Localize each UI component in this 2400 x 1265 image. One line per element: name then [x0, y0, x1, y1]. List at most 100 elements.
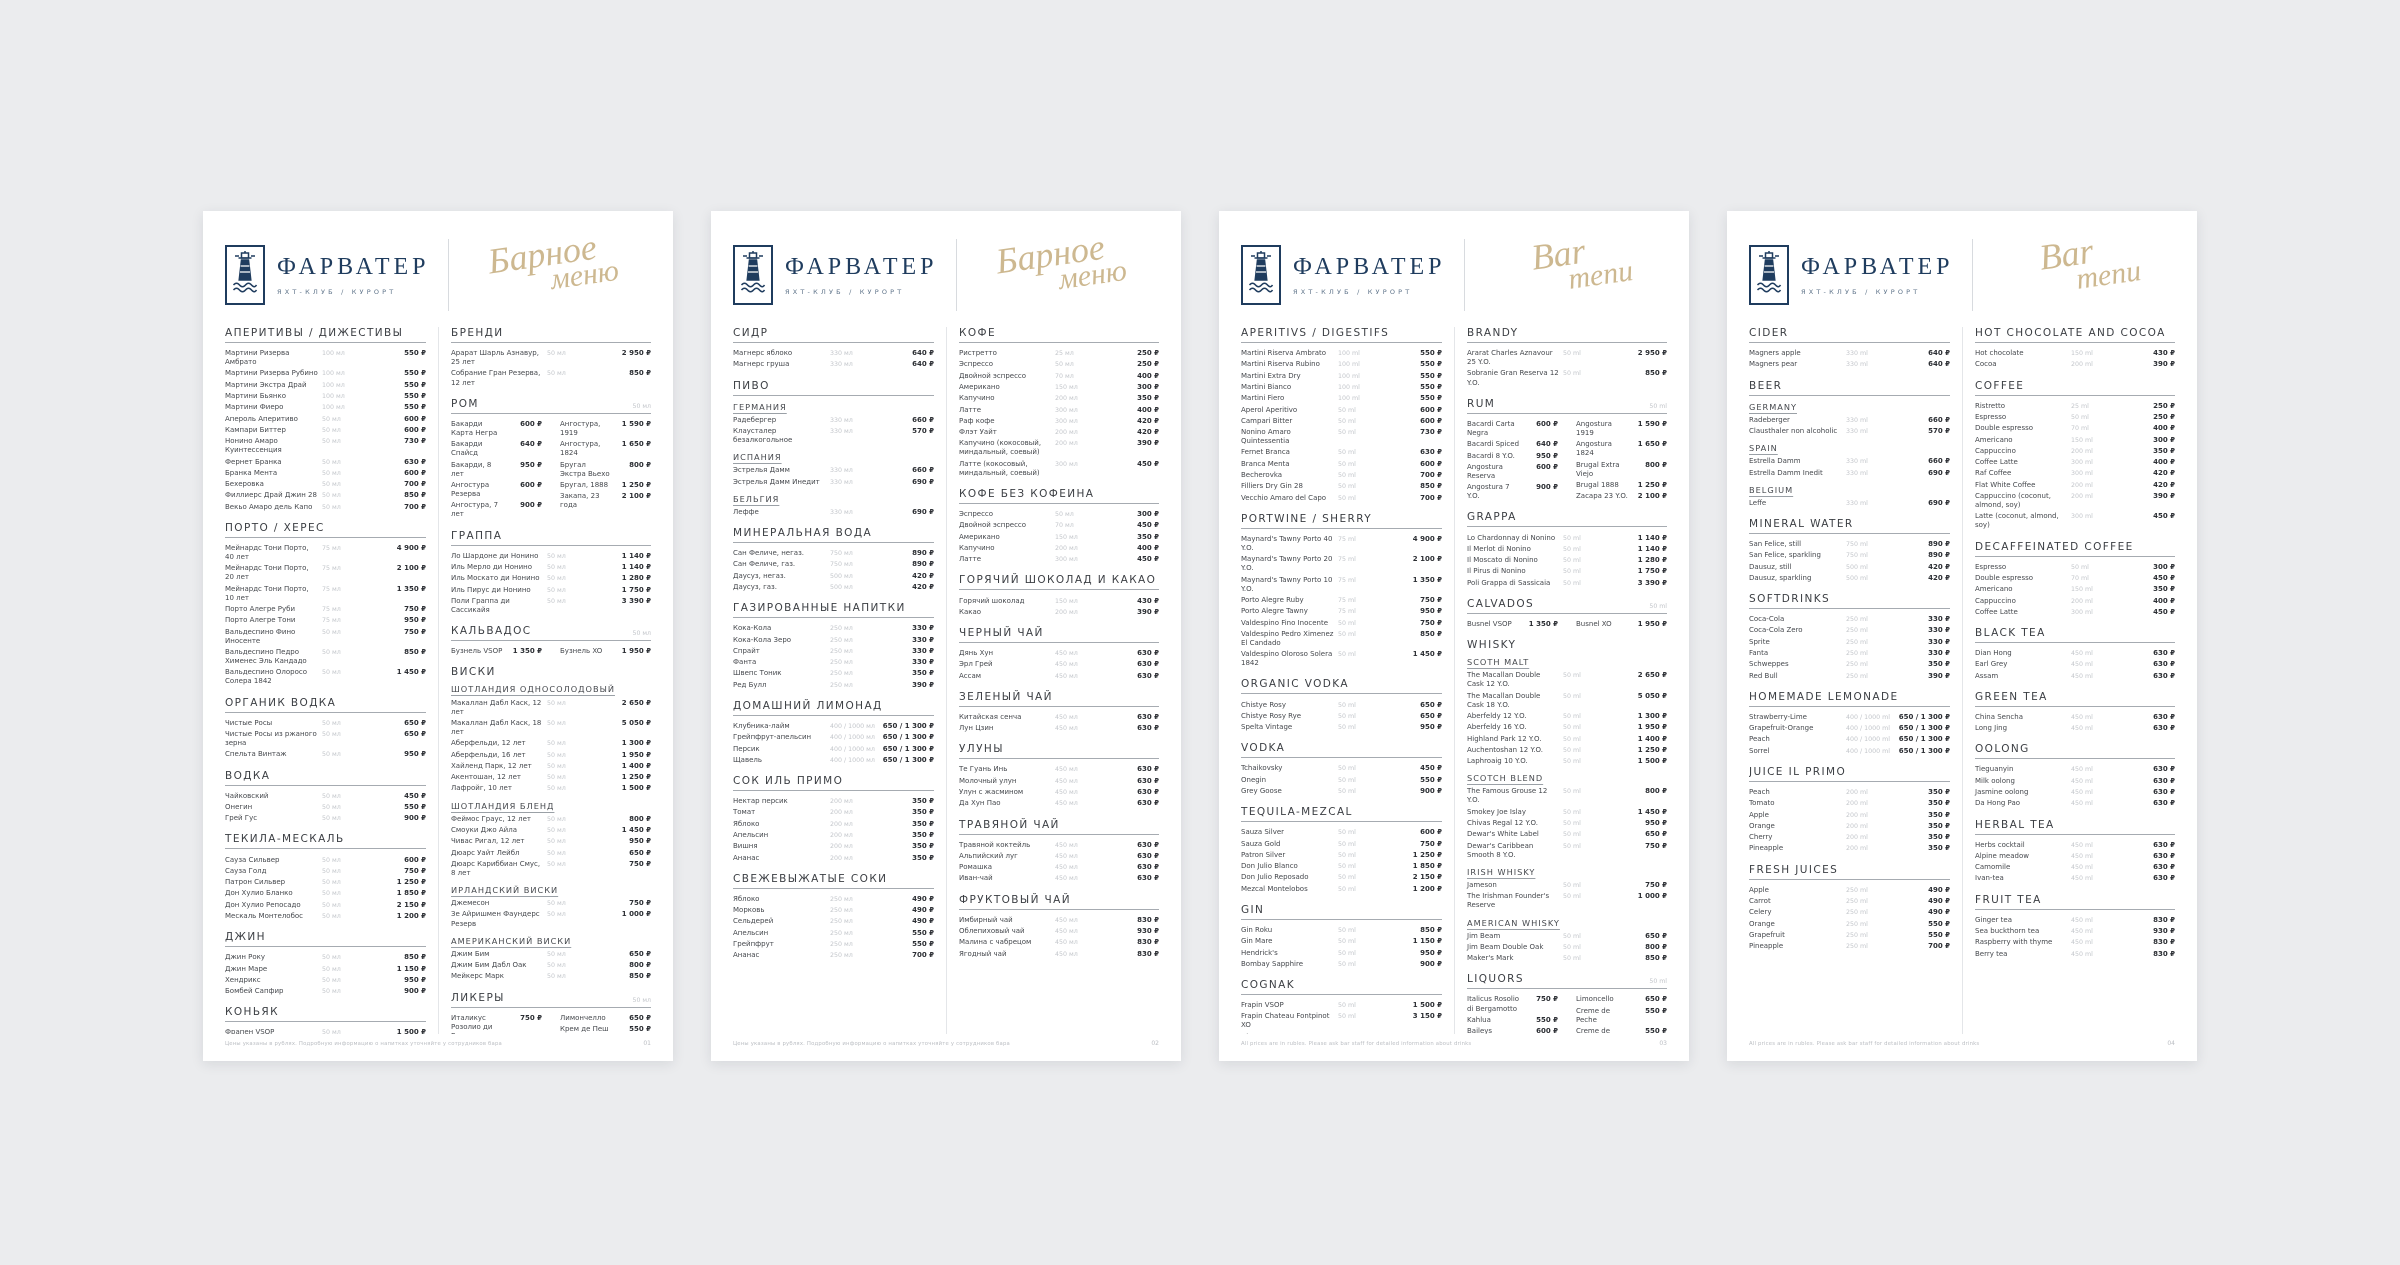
item-price: 550 ₽	[1420, 371, 1442, 380]
section-rule	[1749, 705, 1950, 707]
item-volume: 50 мл	[322, 719, 341, 727]
item-name: Martini Fiero	[1241, 394, 1285, 403]
item-price: 400 ₽	[1137, 371, 1159, 380]
item-price: 750 ₽	[1536, 995, 1558, 1004]
item-name: Long Jing	[1975, 724, 2008, 733]
item-volume: 250 ml	[1846, 931, 1868, 939]
section-title: JUICE IL PRIMO	[1749, 765, 1847, 778]
section-rule	[1749, 342, 1950, 343]
section-rule	[1467, 412, 1667, 414]
item-volume: 50 мл	[322, 988, 341, 996]
section-rule	[733, 342, 934, 343]
brand-name: ФАРВАТЕР	[1293, 254, 1446, 280]
menu-item: Фанта 250 мл 330 ₽	[733, 657, 934, 668]
page-number: 01	[643, 1040, 651, 1047]
item-name: Maker's Mark	[1467, 954, 1514, 963]
menu-section: ПОРТО / ХЕРЕС Мейнардс Тони Порто, 40 лет…	[225, 522, 426, 688]
menu-item: Ivan-tea 450 ml 630 ₽	[1975, 873, 2175, 884]
item-name: Грей Гус	[225, 814, 258, 823]
item-price: 950 ₽	[629, 837, 651, 846]
item-price: 300 ₽	[2153, 562, 2175, 571]
item-price: 550 ₽	[912, 928, 934, 937]
item-price: 550 ₽	[1420, 394, 1442, 403]
lighthouse-icon	[1756, 250, 1782, 300]
item-name: Cherry	[1749, 833, 1773, 842]
menu-item: Sobranie Gran Reserva 12 Y.O. 50 ml 850 ₽	[1467, 368, 1667, 388]
section-rule	[959, 908, 1159, 910]
item-volume: 50 мл	[547, 719, 566, 727]
menu-item: Valdespino Fino Inocente 50 ml 750 ₽	[1241, 617, 1442, 628]
item-volume: 100 ml	[1338, 395, 1360, 403]
item-price: 550 ₽	[1645, 1027, 1667, 1034]
item-name: Нонино Амаро Куинтессенция	[225, 437, 282, 455]
menu-item: Orange 200 ml 350 ₽	[1749, 821, 1950, 832]
section-header: ПИВО	[733, 380, 934, 392]
section-rule	[733, 394, 934, 396]
item-name: Фрапен VSOP	[225, 1028, 275, 1034]
item-name: Хайленд Парк, 12 лет	[451, 761, 532, 770]
item-name: Limoncello	[1576, 995, 1614, 1004]
item-price: 420 ₽	[2153, 469, 2175, 478]
item-name: Чивас Ригал, 12 лет	[451, 837, 525, 846]
item-volume: 200 мл	[830, 820, 853, 828]
item-price: 450 ₽	[2153, 607, 2175, 616]
item-price: 1 200 ₽	[1412, 884, 1442, 893]
item-name: Assam	[1975, 671, 1999, 680]
menu-item: Martini Fiero 100 ml 550 ₽	[1241, 393, 1442, 404]
menu-item: Filliers Dry Gin 28 50 ml 850 ₽	[1241, 481, 1442, 492]
section-title: ORGANIC VODKA	[1241, 678, 1349, 691]
item-price: 2 100 ₽	[396, 564, 426, 573]
menu-item: Альпийский луг 450 мл 630 ₽	[959, 851, 1159, 862]
menu-item: Grey Goose 50 ml 900 ₽	[1241, 786, 1442, 797]
item-name: Vecchio Amaro del Capo	[1241, 493, 1327, 502]
section-title: ПИВО	[733, 379, 770, 392]
section-rule	[959, 705, 1159, 707]
item-volume: 450 мл	[1055, 928, 1078, 935]
menu-item: Dewar's Caribbean Smooth 8 Y.O. 50 ml 750 …	[1467, 841, 1667, 861]
item-volume: 450 мл	[1055, 650, 1078, 658]
item-name: Чистые Росы из ржаного зерна	[225, 730, 317, 748]
item-volume: 200 мл	[830, 831, 853, 839]
section-rule	[733, 714, 934, 716]
item-price: 350 ₽	[1928, 799, 1950, 808]
item-price: 950 ₽	[1420, 607, 1442, 616]
menu-item: Maynard's Tawny Porto 20 Y.O. 75 ml 2 100 …	[1241, 554, 1442, 574]
section-rule	[225, 1021, 426, 1023]
item-price: 750 ₽	[1420, 595, 1442, 604]
script-title: Bar menu	[1462, 224, 1658, 309]
menu-item: Апельсин 200 мл 350 ₽	[733, 830, 934, 841]
item-volume: 50 мл	[322, 792, 341, 800]
menu-item: Chivas Regal 12 Y.O. 50 ml 950 ₽	[1467, 818, 1667, 829]
menu-item: Assam 450 ml 630 ₽	[1975, 671, 2175, 682]
item-price: 650 ₽	[1645, 830, 1667, 839]
item-volume: 450 мл	[1055, 950, 1078, 958]
item-name: Angostura 7 Y.O.	[1467, 483, 1510, 501]
item-price: 1 650 ₽	[1637, 440, 1667, 449]
menu-item: Bacardi 8 Y.O. 950 ₽	[1467, 450, 1558, 461]
menu-item: Ginger tea 450 ml 830 ₽	[1975, 915, 2175, 926]
header-divider	[1971, 239, 1973, 311]
item-volume: 50 ml	[1338, 406, 1356, 414]
item-name: Фанта	[733, 658, 757, 667]
section-title: RUM	[1467, 397, 1496, 410]
item-volume: 250 мл	[830, 625, 853, 633]
section-header: ГАЗИРОВАННЫЕ НАПИТКИ	[733, 602, 934, 614]
section-header: УЛУНЫ	[959, 743, 1159, 755]
item-name: Бранка Мента	[225, 468, 278, 477]
menu-item: Ангостура, 1919 1 590 ₽	[560, 419, 651, 439]
item-volume: 400 / 1000 ml	[1846, 747, 1891, 755]
item-volume: 50 мл	[322, 458, 341, 466]
item-price: 400 ₽	[1137, 543, 1159, 552]
menu-page: ФАРВАТЕР ЯХТ-КЛУБ / КУРОРТ Барное меню А…	[203, 211, 673, 1061]
section-title: ТРАВЯНОЙ ЧАЙ	[959, 818, 1060, 831]
menu-item: Капучино (кокосовый, миндальный, соевый)…	[959, 438, 1159, 458]
section-header: COGNAK	[1241, 979, 1442, 991]
item-price: 550 ₽	[1420, 775, 1442, 784]
item-price: 330 ₽	[912, 635, 934, 644]
item-name: Чайковский	[225, 791, 269, 800]
item-volume: 50 ml	[1338, 765, 1356, 773]
menu-item: Мейкерс Марк 50 мл 850 ₽	[451, 971, 651, 982]
item-name: Sea buckthorn tea	[1975, 927, 2040, 935]
item-volume: 250 мл	[830, 929, 853, 937]
item-volume: 50 ml	[1563, 746, 1581, 754]
